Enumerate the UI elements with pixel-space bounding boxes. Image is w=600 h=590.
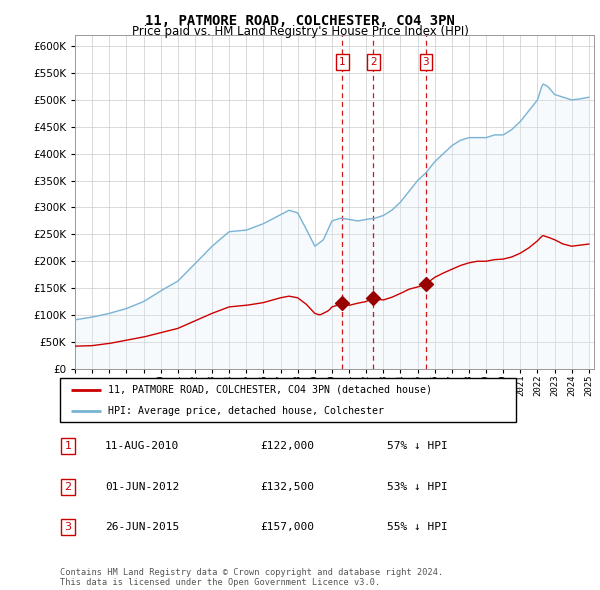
Text: £132,500: £132,500 (260, 482, 314, 492)
Text: Price paid vs. HM Land Registry's House Price Index (HPI): Price paid vs. HM Land Registry's House … (131, 25, 469, 38)
Text: 26-JUN-2015: 26-JUN-2015 (105, 522, 179, 532)
Text: 1: 1 (339, 57, 346, 67)
Point (421, 280, 431, 289)
Text: 3: 3 (64, 522, 71, 532)
Text: 11, PATMORE ROAD, COLCHESTER, CO4 3PN: 11, PATMORE ROAD, COLCHESTER, CO4 3PN (145, 14, 455, 28)
Text: 57% ↓ HPI: 57% ↓ HPI (388, 441, 448, 451)
Point (368, 293, 378, 302)
Text: 01-JUN-2012: 01-JUN-2012 (105, 482, 179, 492)
Point (338, 299, 347, 308)
Text: £157,000: £157,000 (260, 522, 314, 532)
Text: 55% ↓ HPI: 55% ↓ HPI (388, 522, 448, 532)
Text: 11-AUG-2010: 11-AUG-2010 (105, 441, 179, 451)
Text: 1: 1 (64, 441, 71, 451)
Text: Contains HM Land Registry data © Crown copyright and database right 2024.
This d: Contains HM Land Registry data © Crown c… (60, 568, 443, 587)
Text: HPI: Average price, detached house, Colchester: HPI: Average price, detached house, Colc… (108, 406, 384, 416)
Text: 3: 3 (422, 57, 429, 67)
Text: 2: 2 (370, 57, 377, 67)
Text: £122,000: £122,000 (260, 441, 314, 451)
Text: 11, PATMORE ROAD, COLCHESTER, CO4 3PN (detached house): 11, PATMORE ROAD, COLCHESTER, CO4 3PN (d… (108, 385, 432, 395)
Text: 53% ↓ HPI: 53% ↓ HPI (388, 482, 448, 492)
Text: 2: 2 (64, 482, 71, 492)
